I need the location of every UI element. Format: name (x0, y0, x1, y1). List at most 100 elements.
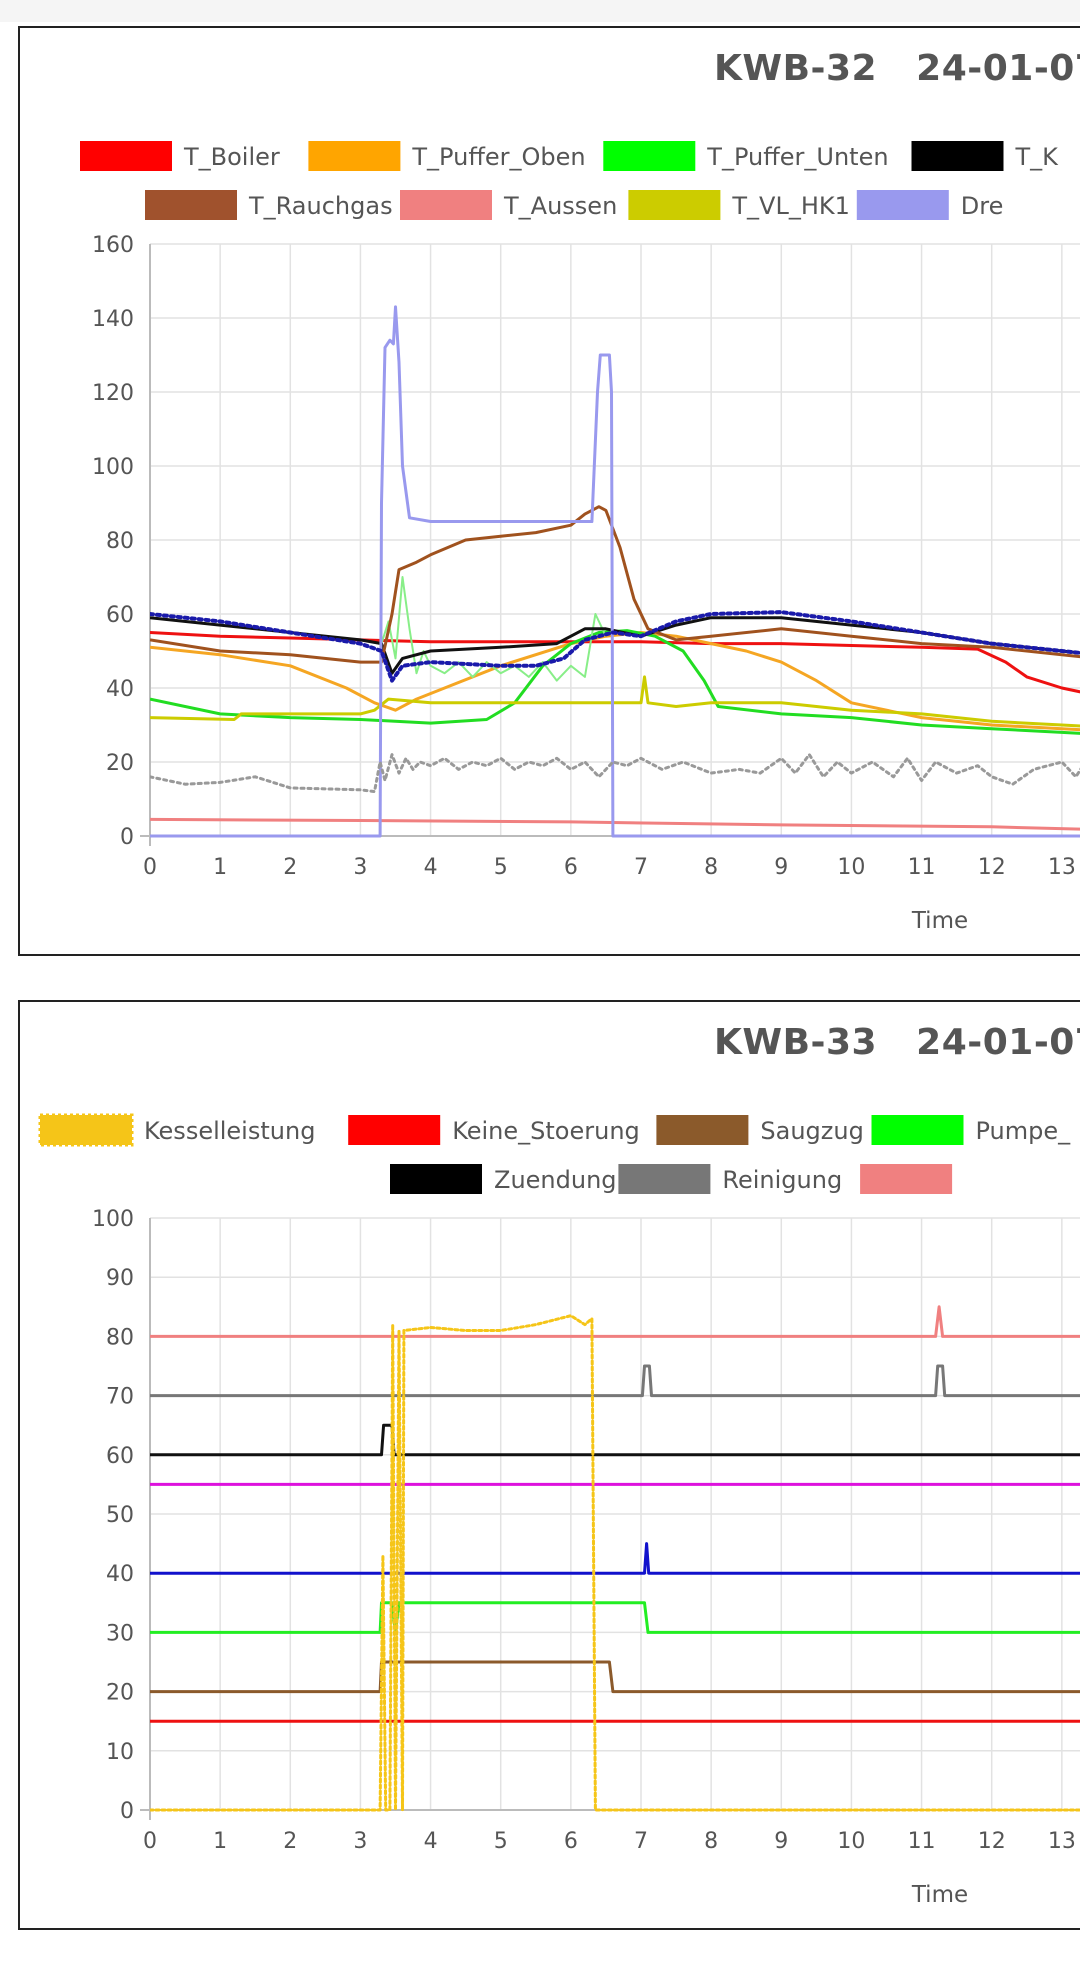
grid (149, 243, 1080, 837)
legend-label: Reinigung (722, 1166, 842, 1194)
x-tick-label: 4 (424, 855, 438, 880)
y-tick-label: 60 (106, 603, 134, 628)
legend-item: T_K (911, 141, 1060, 171)
x-tick-label: 7 (634, 1829, 648, 1854)
y-tick-label: 160 (92, 233, 134, 258)
series-line (150, 305, 1080, 838)
legend-label: T_Aussen (503, 192, 617, 220)
series-line (150, 610, 1080, 683)
y-tick-label: 10 (106, 1740, 134, 1765)
y-tick-label: 140 (92, 307, 134, 332)
series-line (150, 1601, 1080, 1634)
x-tick-label: 3 (353, 855, 367, 880)
chart-title: KWB-32 24-01-07 (714, 48, 1080, 89)
x-tick-label: 5 (494, 1829, 508, 1854)
series-line (150, 675, 1080, 728)
legend-item: Keine_Stoerung (348, 1115, 640, 1145)
legend-item: T_Aussen (400, 190, 617, 220)
y-tick-label: 0 (120, 825, 134, 850)
chart-title: KWB-33 24-01-07 (714, 1022, 1080, 1063)
series-line (150, 1364, 1080, 1398)
legend-label: T_Boiler (183, 143, 280, 171)
x-tick-label: 0 (143, 1829, 157, 1854)
legend-swatch (860, 1164, 953, 1194)
x-tick-label: 9 (774, 855, 788, 880)
legend-item: Dre (856, 190, 1004, 220)
y-tick-label: 20 (106, 751, 134, 776)
x-tick-label: 2 (283, 855, 297, 880)
x-tick-label: 1 (213, 1829, 227, 1854)
legend-label: T_K (1015, 143, 1060, 171)
legend-label: Keine_Stoerung (452, 1117, 640, 1145)
x-tick-label: 2 (283, 1829, 297, 1854)
series-group (150, 305, 1080, 838)
legend-swatch (308, 141, 401, 171)
legend-item: T_Puffer_Unten (603, 141, 889, 171)
legend-item: T_Puffer_Oben (308, 141, 586, 171)
y-tick-label: 50 (106, 1503, 134, 1528)
legend-label: Dre (961, 192, 1004, 220)
legend-item: Zuendung (390, 1164, 617, 1194)
legend-swatch (400, 190, 492, 220)
y-tick-label: 40 (106, 677, 134, 702)
legend-item: Reinigung (618, 1164, 842, 1194)
x-tick-label: 12 (978, 855, 1006, 880)
series-line (150, 629, 1080, 735)
x-tick-label: 6 (564, 1829, 578, 1854)
legend-swatch (628, 190, 721, 220)
x-tick-label: 8 (704, 1829, 718, 1854)
legend-label: T_Rauchgas (248, 192, 393, 220)
y-tick-label: 30 (106, 1621, 134, 1646)
series-line (150, 1542, 1080, 1575)
series-line (150, 1423, 1080, 1457)
top-strip (0, 0, 1080, 22)
legend-swatch (38, 1113, 134, 1147)
x-tick-label: 6 (564, 855, 578, 880)
legend-swatch (871, 1115, 964, 1145)
legend-swatch (390, 1164, 482, 1194)
y-tick-label: 100 (92, 1207, 134, 1232)
y-tick-label: 120 (92, 381, 134, 406)
legend-swatch (911, 141, 1004, 171)
legend-swatch (618, 1164, 711, 1194)
legend-item: T_Rauchgas (145, 190, 393, 220)
x-tick-label: 0 (143, 855, 157, 880)
chart-panel-kwb33: KWB-33 24-01-07 012345678910111213140102… (18, 1000, 1080, 1930)
legend-swatch (145, 190, 237, 220)
legend-label: Saugzug (760, 1117, 863, 1145)
x-axis-title: Time (911, 1882, 968, 1908)
series-line (150, 505, 1080, 664)
series-group (150, 1305, 1080, 1812)
x-tick-label: 1 (213, 855, 227, 880)
x-tick-label: 9 (774, 1829, 788, 1854)
legend-item (860, 1164, 953, 1194)
legend-label: Pumpe_ (976, 1117, 1072, 1145)
x-tick-label: 11 (908, 855, 936, 880)
legend-label: T_VL_HK1 (731, 192, 850, 220)
series-line (150, 1660, 1080, 1694)
series-line (150, 1305, 1080, 1338)
y-tick-label: 20 (106, 1681, 134, 1706)
y-tick-label: 80 (106, 1325, 134, 1350)
line-chart-kwb33: 0123456789101112131401020304050607080901… (38, 1113, 1080, 1908)
series-line (150, 753, 1080, 794)
x-tick-label: 4 (424, 1829, 438, 1854)
legend-label: T_Puffer_Oben (411, 143, 585, 171)
y-tick-label: 40 (106, 1562, 134, 1587)
legend-label: Kesselleistung (144, 1117, 315, 1145)
y-tick-label: 100 (92, 455, 134, 480)
y-tick-label: 90 (106, 1266, 134, 1291)
legend-item: T_Boiler (80, 141, 280, 171)
series-line (150, 817, 1080, 831)
y-tick-label: 80 (106, 529, 134, 554)
chart-panel-kwb32: KWB-32 24-01-07 012345678910111213140204… (18, 26, 1080, 956)
x-tick-label: 13 (1048, 855, 1076, 880)
y-tick-label: 60 (106, 1444, 134, 1469)
x-tick-label: 10 (837, 855, 865, 880)
legend-item: Saugzug (656, 1115, 864, 1145)
legend-swatch (656, 1115, 749, 1145)
series-line (380, 576, 607, 682)
y-tick-label: 0 (120, 1799, 134, 1824)
x-tick-label: 8 (704, 855, 718, 880)
x-axis-title: Time (911, 908, 968, 934)
